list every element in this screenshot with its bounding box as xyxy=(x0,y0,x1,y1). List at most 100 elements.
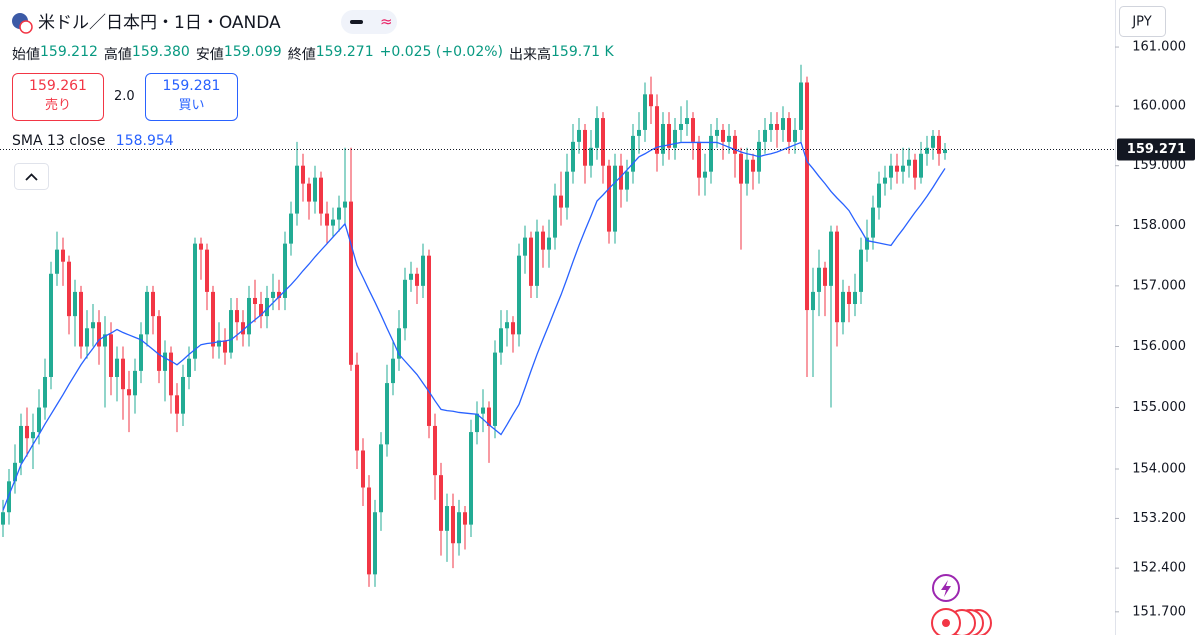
candle-body xyxy=(661,124,665,154)
candle-body xyxy=(427,255,431,426)
candle-body xyxy=(613,165,617,232)
candle-body xyxy=(679,124,683,130)
currency[interactable]: JPY xyxy=(1131,15,1151,30)
candle-body xyxy=(331,219,335,226)
candle-body xyxy=(13,462,17,482)
y-tick-label: 151.700 xyxy=(1132,604,1186,619)
candle-body xyxy=(901,165,905,172)
candle-body xyxy=(547,237,551,250)
candle-body xyxy=(709,135,713,172)
candle-body xyxy=(283,243,287,298)
y-tick-label: 155.000 xyxy=(1132,400,1186,415)
toggle-pill[interactable] xyxy=(341,10,397,34)
candle-body xyxy=(25,425,29,439)
buy-price: 159.281 xyxy=(162,78,221,94)
candle-body xyxy=(565,171,569,208)
candle-body xyxy=(829,231,833,286)
candle-body xyxy=(37,407,41,433)
high-value: 159.380 xyxy=(131,44,190,60)
candle-body xyxy=(703,171,707,178)
candle-body xyxy=(79,291,83,347)
candle-body xyxy=(199,243,203,250)
candle-body xyxy=(691,118,695,142)
candle-body xyxy=(55,249,59,274)
y-tick-label: 159.000 xyxy=(1132,158,1186,173)
candle-body xyxy=(823,267,827,286)
candle-body xyxy=(817,267,821,292)
candle-body xyxy=(931,135,935,148)
open-label: 始値 xyxy=(12,47,40,63)
candle-body xyxy=(649,94,653,107)
candle-body xyxy=(217,340,221,347)
close-label: 終値 xyxy=(287,47,316,63)
candle-body xyxy=(343,201,347,208)
collapse-button[interactable] xyxy=(14,163,49,190)
candle-body xyxy=(337,207,341,220)
candle-body xyxy=(745,159,749,184)
candle-body xyxy=(85,328,89,347)
chart-title: 米ドル／日本円・1日・OANDA xyxy=(38,13,281,33)
candle-body xyxy=(295,165,299,214)
candle-body xyxy=(265,297,269,317)
candle-body xyxy=(889,165,893,178)
candle-body xyxy=(775,124,779,130)
candle-body xyxy=(445,506,449,531)
currency-box[interactable] xyxy=(1119,6,1166,37)
candle-body xyxy=(319,177,323,214)
candle-body xyxy=(895,165,899,172)
candle-body xyxy=(805,82,809,311)
candle-body xyxy=(169,352,173,396)
candle-body xyxy=(871,207,875,238)
candle-body xyxy=(601,118,605,166)
candle-body xyxy=(469,432,473,525)
candle-body xyxy=(451,506,455,544)
candle-body xyxy=(937,135,941,154)
candle-body xyxy=(607,165,611,232)
high-label: 高値 xyxy=(103,47,132,63)
indicator-icons xyxy=(931,574,992,635)
candle-body xyxy=(151,291,155,317)
candle-body xyxy=(505,322,509,329)
candle-body xyxy=(403,279,407,329)
candle-body xyxy=(127,389,131,396)
candle-body xyxy=(115,358,119,377)
candle-body xyxy=(673,129,677,148)
candle-body xyxy=(379,444,383,513)
candle-body xyxy=(541,231,545,250)
candle-body xyxy=(667,124,671,148)
toggle-approx: ≈ xyxy=(380,13,393,31)
candle-body xyxy=(193,243,197,359)
candle-body xyxy=(769,124,773,130)
candle-body xyxy=(271,291,275,298)
candle-body xyxy=(655,106,659,154)
candle-body xyxy=(103,334,107,347)
candle-body xyxy=(721,129,725,142)
candle-body xyxy=(643,94,647,130)
candle-body xyxy=(559,195,563,208)
candle-body xyxy=(877,183,881,208)
candle-body xyxy=(841,291,845,323)
candle-body xyxy=(697,141,701,178)
candle-body xyxy=(943,149,947,154)
candle-body xyxy=(763,129,767,142)
candle-body xyxy=(913,159,917,178)
sma-line xyxy=(2,141,946,511)
volume-label: 出来高 xyxy=(509,47,552,63)
y-tick-label: 158.000 xyxy=(1132,218,1186,233)
candle-body xyxy=(853,291,857,305)
y-tick-label: 156.000 xyxy=(1132,339,1186,354)
volume-value: 159.71 K xyxy=(551,44,614,60)
buy-button[interactable]: 159.281 買い xyxy=(145,73,238,121)
candle-body xyxy=(349,201,353,365)
sma-value: 158.954 xyxy=(115,133,174,149)
candle-body xyxy=(355,364,359,451)
candle-body xyxy=(325,213,329,226)
sell-button[interactable]: 159.261 売り xyxy=(12,73,104,121)
y-tick-label: 157.000 xyxy=(1132,278,1186,293)
candle-body xyxy=(181,376,185,414)
toggle-dash xyxy=(350,20,363,24)
candle-body xyxy=(781,118,785,130)
candle-body xyxy=(631,135,635,172)
candle-body xyxy=(361,450,365,488)
candle-body xyxy=(49,273,53,377)
